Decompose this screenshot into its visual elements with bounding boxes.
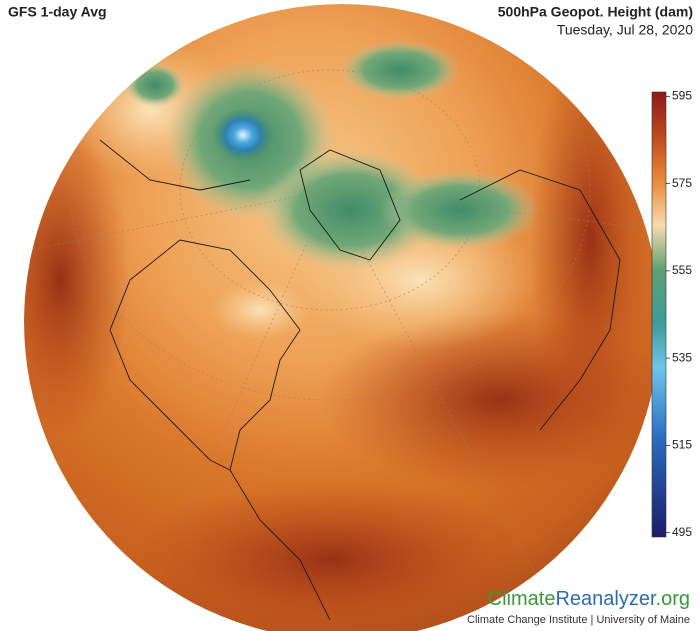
date: Tuesday, Jul 28, 2020: [557, 22, 693, 38]
colorbar: [651, 91, 667, 538]
logo-part: Reanalyzer: [555, 588, 657, 610]
colorbar-tick-label: 575: [672, 176, 692, 190]
colorbar-tick-label: 495: [672, 525, 692, 539]
colorbar-ticks: 595 575 555 535 515 495: [666, 89, 692, 539]
colorbar-tick-label: 595: [672, 89, 692, 103]
globe: [24, 4, 660, 631]
colorbar-tick-label: 535: [672, 350, 692, 364]
variable: 500hPa Geopot. Height (dam): [498, 4, 693, 20]
credit: Climate Change Institute | University of…: [467, 614, 690, 626]
title: GFS 1-day Avg: [8, 4, 107, 20]
logo-part: Climate: [488, 588, 556, 610]
logo-part: .org: [656, 588, 690, 610]
colorbar-tick-label: 515: [672, 438, 692, 452]
logo: ClimateReanalyzer.org: [488, 588, 690, 610]
colorbar-tick-label: 555: [672, 263, 692, 277]
